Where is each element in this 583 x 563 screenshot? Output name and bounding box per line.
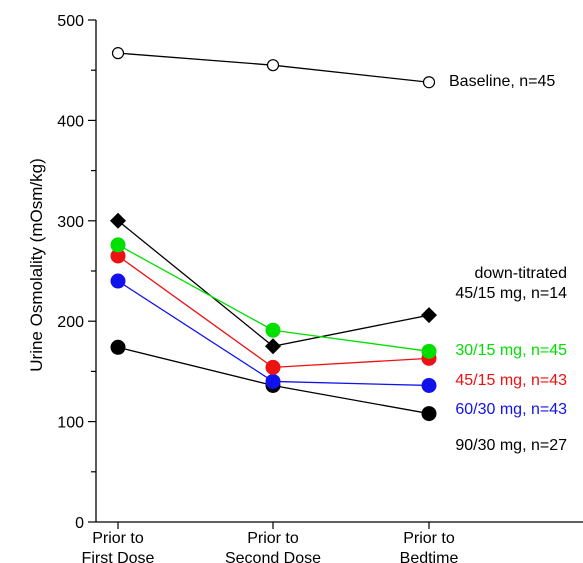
series-labels: Baseline, n=45 down-titrated 45/15 mg, n=1… — [449, 73, 567, 454]
data-point — [265, 322, 281, 338]
x-tick-label: Prior to — [247, 530, 299, 547]
data-point — [110, 339, 126, 355]
data-point — [421, 343, 437, 359]
data-point — [421, 377, 437, 393]
data-point — [265, 338, 281, 355]
data-point — [110, 273, 126, 289]
data-point — [110, 237, 126, 253]
chart-axes: 0 100 200 300 400 500 Prior to First Dose Prior … — [57, 13, 583, 563]
data-point — [422, 76, 436, 89]
series-note: down-titrated — [475, 265, 568, 282]
y-tick-label: 300 — [57, 214, 84, 231]
series-label: 60/30 mg, n=43 — [455, 401, 567, 418]
data-point — [265, 359, 281, 375]
y-tick-label: 0 — [75, 515, 84, 532]
series-label: 90/30 mg, n=27 — [455, 437, 567, 454]
series-label: Baseline, n=45 — [449, 73, 555, 90]
series-label: 45/15 mg, n=43 — [455, 372, 567, 389]
series-label: 30/15 mg, n=45 — [455, 342, 567, 359]
series-markers — [110, 47, 437, 422]
series-lines — [117, 52, 430, 415]
y-tick-label: 200 — [57, 314, 84, 331]
y-tick-label: 400 — [57, 113, 84, 130]
data-point — [266, 59, 280, 72]
data-point — [110, 212, 126, 229]
data-point — [111, 47, 125, 60]
data-point — [265, 373, 281, 389]
y-tick-label: 500 — [57, 13, 84, 30]
x-tick-label: Second Dose — [225, 550, 321, 563]
x-tick-label: Prior to — [403, 530, 455, 547]
data-point — [421, 307, 437, 324]
data-point — [421, 406, 437, 422]
x-tick-label: Prior to — [92, 530, 144, 547]
y-tick-label: 100 — [57, 415, 84, 432]
series-label: 45/15 mg, n=14 — [455, 285, 567, 302]
y-axis-label: Urine Osmolality (mOsm/kg) — [27, 158, 46, 371]
x-tick-label: Bedtime — [400, 550, 459, 563]
x-tick-label: First Dose — [82, 550, 155, 563]
data-point — [110, 248, 126, 264]
